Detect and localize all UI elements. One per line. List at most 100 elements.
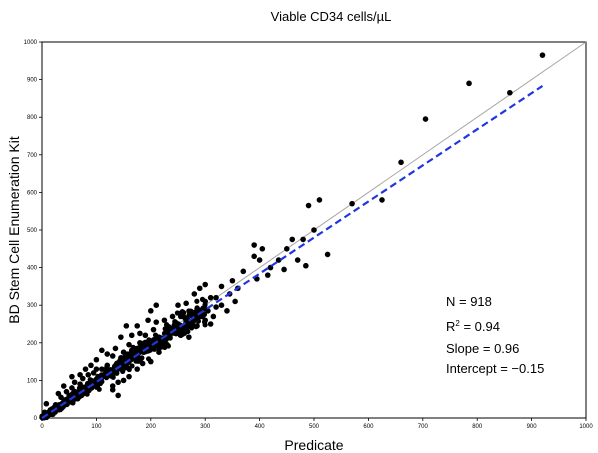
x-tick-label: 600: [363, 424, 374, 430]
x-tick-label: 1000: [579, 424, 593, 430]
data-point: [289, 236, 296, 243]
data-point: [311, 227, 317, 233]
data-point: [126, 373, 132, 380]
y-tick-label: 0: [34, 416, 38, 422]
data-point: [305, 202, 312, 209]
stat-intercept: Intercept = −0.15: [446, 361, 544, 376]
stat-n: N = 918: [446, 294, 492, 309]
data-point: [112, 345, 119, 352]
data-point: [174, 310, 181, 316]
chart-title: Viable CD34 cells/µL: [271, 9, 392, 24]
data-point: [115, 379, 121, 386]
data-point: [128, 347, 135, 354]
data-point: [349, 200, 355, 207]
data-point: [275, 257, 282, 263]
data-point: [202, 304, 208, 310]
data-point: [284, 246, 290, 252]
data-point: [115, 392, 121, 399]
x-axis-title: Predicate: [284, 437, 343, 453]
stat-slope: Slope = 0.96: [446, 341, 519, 356]
data-point: [218, 283, 225, 290]
data-point: [259, 246, 266, 252]
y-axis-title: BD Stem Cell Enumeration Kit: [6, 136, 22, 324]
data-point: [194, 298, 200, 304]
data-point: [123, 323, 130, 329]
data-point: [191, 291, 198, 297]
data-point: [135, 357, 141, 363]
data-point: [194, 306, 200, 312]
data-point: [202, 317, 208, 324]
y-tick-label: 100: [27, 378, 38, 384]
data-point: [122, 362, 128, 368]
data-point: [134, 366, 140, 372]
data-point: [182, 316, 189, 322]
data-point: [109, 353, 116, 359]
y-tick-label: 300: [27, 303, 38, 309]
data-point: [186, 334, 192, 340]
data-point: [118, 355, 124, 361]
data-point: [60, 383, 67, 389]
data-point: [126, 366, 132, 373]
data-point: [52, 402, 59, 408]
data-point: [240, 268, 247, 275]
data-point: [115, 360, 121, 367]
data-point: [398, 159, 404, 166]
data-point: [69, 385, 75, 391]
data-point: [43, 400, 50, 407]
data-point: [251, 242, 257, 248]
data-point: [142, 332, 149, 339]
y-tick-label: 1000: [24, 40, 38, 46]
x-tick-label: 300: [200, 424, 211, 430]
x-tick-label: 100: [91, 424, 102, 430]
y-tick-label: 600: [27, 190, 38, 196]
data-point: [202, 298, 208, 305]
data-point: [264, 272, 271, 278]
data-point: [84, 391, 90, 397]
data-point: [202, 322, 208, 328]
data-point: [164, 323, 170, 329]
data-point: [232, 298, 238, 305]
data-point: [145, 317, 151, 324]
data-point: [213, 304, 219, 310]
data-point: [207, 294, 214, 301]
data-point: [71, 379, 78, 386]
data-point: [300, 236, 306, 243]
stat-r-squared: R2 = 0.94: [446, 319, 500, 334]
data-point: [126, 341, 132, 348]
regression-line: [41, 85, 544, 419]
data-point: [82, 366, 89, 372]
stat-r-squared-prefix: R: [446, 319, 455, 334]
data-point: [183, 300, 189, 307]
data-point: [172, 319, 179, 325]
stat-r-squared-value: = 0.94: [460, 319, 500, 334]
data-point: [69, 373, 75, 380]
data-point: [164, 341, 170, 348]
data-point: [120, 377, 127, 384]
data-point: [150, 337, 157, 343]
data-point: [177, 332, 184, 339]
data-point: [41, 409, 48, 416]
y-tick-label: 800: [27, 115, 38, 121]
data-point: [128, 332, 135, 339]
data-point: [88, 362, 94, 369]
y-tick-label: 200: [27, 341, 38, 347]
data-point: [186, 321, 192, 327]
data-point: [104, 362, 111, 369]
statistics-annotation: N = 918 R2 = 0.94 Slope = 0.96 Intercept…: [446, 294, 544, 376]
data-point: [137, 330, 143, 337]
data-point: [194, 323, 200, 329]
data-point: [167, 334, 173, 340]
x-tick-label: 700: [418, 424, 429, 430]
data-point: [99, 347, 105, 354]
x-tick-label: 400: [255, 424, 266, 430]
data-point: [148, 308, 154, 314]
data-point: [175, 302, 181, 309]
data-point: [156, 349, 162, 356]
data-point: [207, 321, 214, 327]
data-point: [294, 257, 301, 263]
data-point: [109, 383, 116, 389]
data-point: [153, 302, 160, 309]
data-point: [422, 116, 429, 122]
data-point: [88, 377, 94, 384]
